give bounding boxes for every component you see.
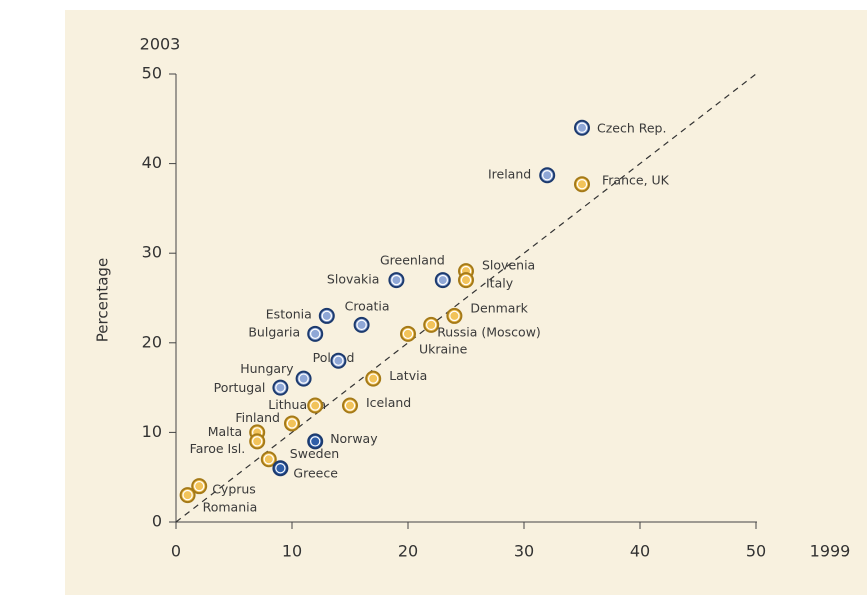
x-tick-label: 20 [398,542,418,561]
point-ring [356,319,367,331]
point-label: Iceland [366,395,411,410]
point-label: Finland [235,410,280,425]
point-ring [460,274,472,286]
point-label: Russia (Moscow) [437,324,541,339]
y-axis-label: Percentage [94,258,112,342]
point-label: Slovakia [327,272,379,287]
point-label: France, UK [602,173,670,188]
point-ring [344,400,356,411]
point-label: Portugal [214,380,266,395]
point-ring [310,328,321,340]
point-label: Czech Rep. [597,120,666,135]
point-ring [182,489,193,501]
point-label: Ireland [488,167,531,182]
y-tick-label: 50 [142,64,162,83]
point-label: Slovenia [482,258,535,273]
point-ring [437,274,448,286]
point-ring [542,170,553,181]
point-ring [286,418,298,429]
reference-line [175,73,757,523]
point-ring [391,274,402,286]
point-label: Italy [486,276,514,291]
point-ring [333,355,344,366]
y-tick-label: 10 [142,422,162,441]
point-label: Faroe Isl. [190,441,246,456]
point-ring [275,382,286,393]
point-ring [426,319,437,331]
point-label: Croatia [345,298,390,313]
x-tick-label: 50 [746,542,766,561]
point-label: Estonia [266,306,312,321]
point-ring [275,463,286,474]
point-ring [576,179,588,190]
x-tick-label: 40 [630,542,650,561]
point-ring [449,310,460,322]
point-ring [310,436,321,447]
point-label: Malta [208,424,242,439]
point-label: Latvia [389,368,427,383]
point-label: Cyprus [212,482,256,497]
point-ring [310,400,321,411]
point-label: Hungary [240,361,294,376]
point-label: Greece [293,466,338,481]
chart-background [65,10,867,595]
point-ring [576,122,588,133]
point-label: Denmark [470,300,528,315]
point-ring [263,454,274,465]
y-axis-title: 2003 [140,35,181,54]
point-ring [321,310,332,322]
point-ring [193,480,205,492]
point-label: Norway [330,431,378,446]
point-ring [298,373,309,384]
point-label: Sweden [290,446,339,461]
point-label: Greenland [380,253,445,268]
x-tick-label: 10 [282,542,302,561]
point-label: Bulgaria [248,324,300,339]
y-tick-label: 0 [152,512,162,531]
point-ring [368,373,379,384]
x-tick-label: 0 [171,542,181,561]
y-tick-label: 20 [142,332,162,351]
x-axis-title: 1999 [810,542,851,561]
y-tick-label: 30 [142,243,162,262]
point-ring [252,436,263,447]
point-label: Ukraine [419,341,468,356]
point-label: Romania [203,500,258,515]
y-tick-label: 40 [142,153,162,172]
x-tick-label: 30 [514,542,534,561]
point-ring [402,328,414,340]
